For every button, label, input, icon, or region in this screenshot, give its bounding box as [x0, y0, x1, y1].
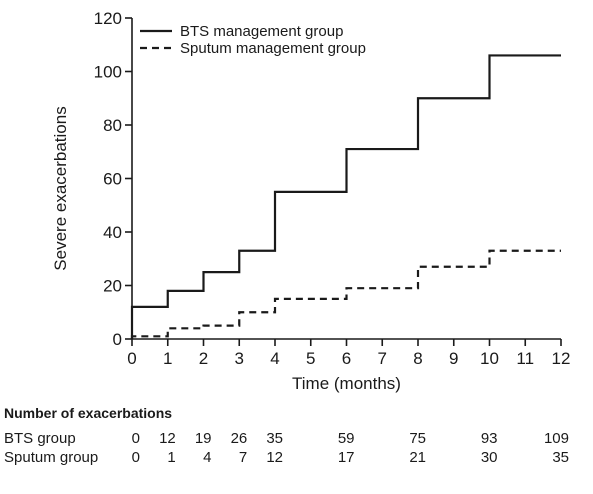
x-tick-label: 6: [342, 349, 351, 368]
table-cell: 93: [480, 430, 498, 447]
legend-label: Sputum management group: [180, 40, 366, 57]
x-tick-label: 9: [449, 349, 458, 368]
table-cell: 7: [238, 449, 248, 466]
y-axis-label: Severe exacerbations: [51, 106, 70, 270]
x-tick-label: 2: [199, 349, 208, 368]
table-row-label: BTS group: [4, 430, 76, 447]
series-line-sputum: [130, 249, 561, 339]
table-cell: 1: [167, 449, 176, 466]
series-line-bts: [130, 54, 561, 339]
x-tick-label: 4: [270, 349, 279, 368]
x-tick-label: 5: [306, 349, 315, 368]
table-cell: 21: [409, 449, 426, 466]
legend-label: BTS management group: [180, 23, 343, 40]
y-tick-label: 120: [94, 9, 122, 28]
y-tick-label: 20: [103, 277, 122, 296]
table-cell: 26: [230, 430, 248, 447]
y-tick-label: 0: [113, 330, 122, 349]
table-title: Number of exacerbations: [4, 405, 173, 421]
x-tick-label: 11: [516, 349, 534, 368]
table-cell: 12: [266, 449, 283, 466]
table-cell: 4: [203, 449, 212, 466]
x-tick-label: 1: [163, 349, 172, 368]
x-tick-label: 3: [235, 349, 244, 368]
table-cell: 30: [480, 449, 498, 466]
table-cell: 75: [409, 430, 426, 447]
table-cell: 109: [543, 430, 569, 447]
table-cell: 12: [159, 430, 176, 447]
table-cell: 59: [337, 430, 355, 447]
table-cell: 35: [266, 430, 283, 447]
series-lines: [130, 54, 561, 339]
y-tick-label: 60: [103, 170, 122, 189]
table-cell: 19: [194, 430, 212, 447]
table-row-label: Sputum group: [4, 449, 99, 466]
table-cell: 17: [337, 449, 355, 466]
table-cell: 35: [552, 449, 569, 466]
x-tick-label: 0: [127, 349, 136, 368]
x-tick-label: 7: [378, 349, 387, 368]
x-axis-label: Time (months): [292, 374, 401, 393]
x-tick-label: 10: [480, 349, 499, 368]
table-cell: 0: [131, 449, 140, 466]
y-tick-label: 80: [103, 116, 122, 135]
x-tick-label: 12: [552, 349, 571, 368]
y-tick-label: 100: [94, 63, 122, 82]
x-tick-label: 8: [413, 349, 422, 368]
table-cell: 0: [131, 430, 140, 447]
y-tick-label: 40: [103, 223, 122, 242]
